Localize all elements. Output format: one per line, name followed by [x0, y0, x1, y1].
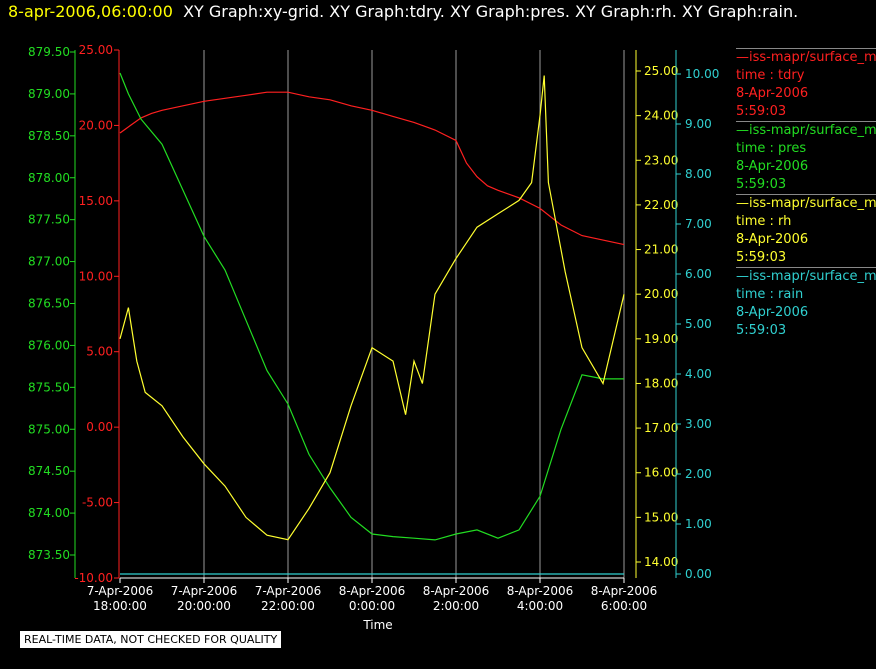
legend-date: 8-Apr-2006: [736, 305, 809, 320]
x-axis-label: Time: [362, 618, 392, 632]
rh-tick-label: 19.00: [644, 332, 678, 346]
legend-time: 5:59:03: [736, 177, 787, 192]
rh-tick-label: 15.00: [644, 510, 678, 524]
tdry-tick-label: 10.00: [79, 269, 113, 283]
x-tick-date: 8-Apr-2006: [339, 584, 406, 598]
pres-series-line: [119, 72, 624, 541]
legend-time: 5:59:03: [736, 250, 787, 265]
rh-tick-label: 21.00: [644, 243, 678, 257]
x-tick-date: 8-Apr-2006: [423, 584, 490, 598]
x-tick-time: 2:00:00: [433, 599, 479, 613]
rain-tick-label: 9.00: [685, 117, 712, 131]
tdry-tick-label: 5.00: [86, 345, 113, 359]
pres-tick-label: 877.50: [28, 213, 70, 227]
pres-tick-label: 876.50: [28, 297, 70, 311]
pres-tick-label: 876.00: [28, 338, 70, 352]
x-tick-time: 18:00:00: [93, 599, 147, 613]
rain-tick-label: 2.00: [685, 467, 712, 481]
rh-tick-label: 24.00: [644, 109, 678, 123]
pres-tick-label: 878.00: [28, 171, 70, 185]
x-tick-time: 6:00:00: [601, 599, 647, 613]
pres-tick-label: 877.00: [28, 255, 70, 269]
tdry-tick-label: 20.00: [79, 118, 113, 132]
x-tick-time: 20:00:00: [177, 599, 231, 613]
rh-tick-label: 22.00: [644, 198, 678, 212]
x-tick-date: 7-Apr-2006: [171, 584, 238, 598]
legend-axis: time : pres: [736, 141, 807, 156]
legend-axis: time : rain: [736, 287, 804, 302]
tdry-series-line: [119, 91, 625, 246]
legend-time: 5:59:03: [736, 104, 787, 119]
graph-title-bar: 8-apr-2006,06:00:00 XY Graph:xy-grid. XY…: [8, 2, 798, 21]
rain-tick-label: 8.00: [685, 167, 712, 181]
rh-tick-label: 17.00: [644, 421, 678, 435]
legend-date: 8-Apr-2006: [736, 232, 809, 247]
rh-series-line: [119, 75, 625, 541]
tdry-tick-label: 15.00: [79, 194, 113, 208]
rh-tick-label: 14.00: [644, 555, 678, 569]
pres-tick-label: 878.50: [28, 129, 70, 143]
x-tick-date: 8-Apr-2006: [591, 584, 658, 598]
timestamp: 8-apr-2006,06:00:00: [8, 2, 173, 21]
pres-tick-label: 874.00: [28, 506, 70, 520]
pres-tick-label: 873.50: [28, 548, 70, 562]
rh-tick-label: 16.00: [644, 466, 678, 480]
rain-tick-label: 7.00: [685, 217, 712, 231]
rain-tick-label: 1.00: [685, 517, 712, 531]
pres-tick-label: 879.50: [28, 45, 70, 59]
rh-tick-label: 20.00: [644, 287, 678, 301]
legend-axis: time : rh: [736, 214, 792, 229]
legend-time: 5:59:03: [736, 323, 787, 338]
pres-tick-label: 879.00: [28, 87, 70, 101]
legend-name: —iss-mapr/surface_m: [736, 50, 876, 65]
legend-date: 8-Apr-2006: [736, 159, 809, 174]
x-tick-date: 7-Apr-2006: [87, 584, 154, 598]
rh-tick-label: 23.00: [644, 153, 678, 167]
legend: —iss-mapr/surface_m time : tdry 8-Apr-2006…: [736, 48, 876, 340]
x-tick-date: 7-Apr-2006: [255, 584, 322, 598]
rain-tick-label: 6.00: [685, 267, 712, 281]
pres-tick-label: 875.50: [28, 380, 70, 394]
legend-date: 8-Apr-2006: [736, 86, 809, 101]
rain-tick-label: 0.00: [685, 567, 712, 581]
pres-tick-label: 874.50: [28, 464, 70, 478]
rain-tick-label: 3.00: [685, 417, 712, 431]
rain-tick-label: 4.00: [685, 367, 712, 381]
legend-axis: time : tdry: [736, 68, 805, 83]
tdry-tick-label: -5.00: [82, 496, 113, 510]
legend-name: —iss-mapr/surface_m: [736, 196, 876, 211]
rh-tick-label: 18.00: [644, 376, 678, 390]
x-tick-time: 22:00:00: [261, 599, 315, 613]
legend-name: —iss-mapr/surface_m: [736, 123, 876, 138]
x-tick-time: 4:00:00: [517, 599, 563, 613]
tdry-tick-label: 0.00: [86, 420, 113, 434]
pres-tick-label: 875.00: [28, 422, 70, 436]
rain-tick-label: 10.00: [685, 67, 719, 81]
graph-list: XY Graph:xy-grid. XY Graph:tdry. XY Grap…: [183, 2, 799, 21]
x-tick-date: 8-Apr-2006: [507, 584, 574, 598]
quality-note: REAL-TIME DATA, NOT CHECKED FOR QUALITY: [20, 631, 282, 648]
tdry-tick-label: 25.00: [79, 43, 113, 57]
legend-name: —iss-mapr/surface_m: [736, 269, 876, 284]
rain-tick-label: 5.00: [685, 317, 712, 331]
x-tick-time: 0:00:00: [349, 599, 395, 613]
rh-tick-label: 25.00: [644, 64, 678, 78]
tdry-tick-label: -10.00: [74, 571, 113, 585]
